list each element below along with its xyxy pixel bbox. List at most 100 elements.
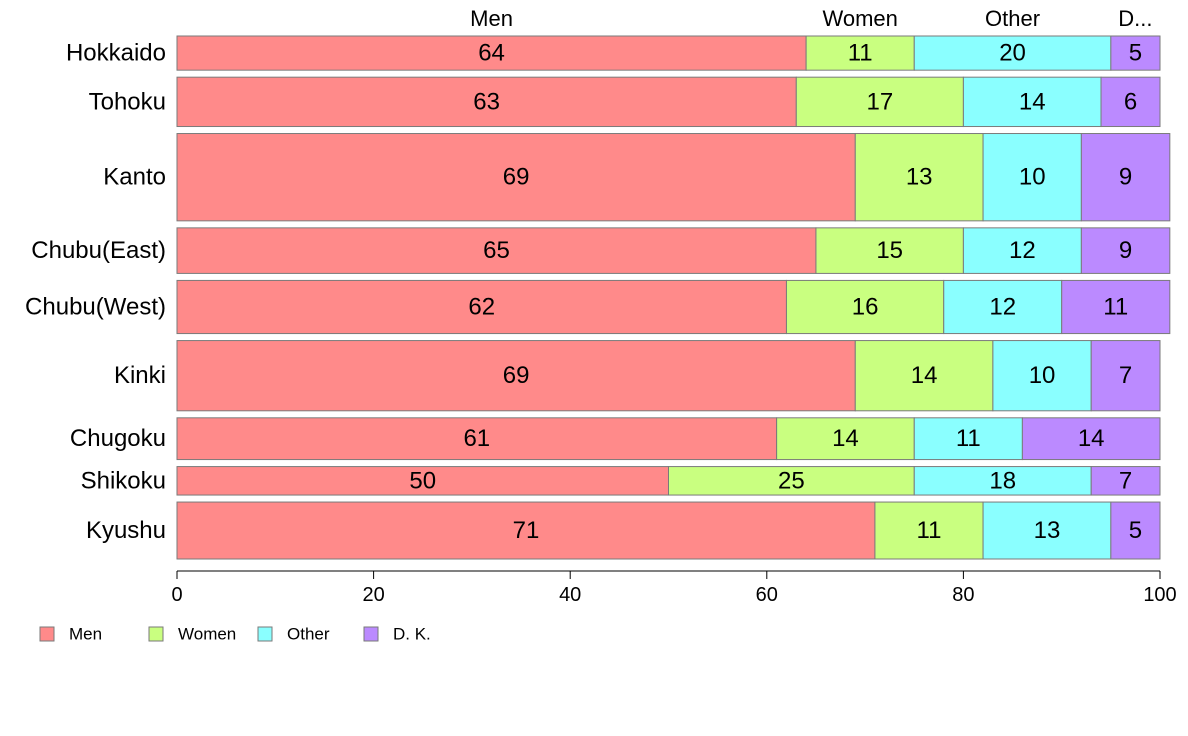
legend-label: Women [178,625,236,644]
row-kyushu: Kyushu 71 11 13 5 [86,501,1161,560]
x-tick-label: 0 [171,584,182,606]
data-label: 20 [999,40,1026,67]
data-label: 65 [483,237,510,264]
row-chugoku: Chugoku 61 14 11 14 [70,417,1161,461]
data-label: 9 [1119,164,1132,191]
legend-swatch [257,626,273,642]
bar-segment-other [962,76,1102,128]
bar-segment-other [913,35,1112,71]
data-label: 9 [1119,237,1132,264]
legend-item-other: Other [257,625,330,644]
data-label: 12 [989,293,1016,320]
data-label: 5 [1129,40,1142,67]
bar-segment-other [982,501,1112,560]
legend-item-men: Men [39,625,102,644]
bar-segment-other [943,279,1063,335]
bar-segment-women [795,76,964,128]
data-label: 13 [906,164,933,191]
data-label: 7 [1119,467,1132,494]
category-label: Hokkaido [66,40,166,67]
x-tick-label: 100 [1143,584,1176,606]
x-tick-label: 20 [362,584,384,606]
bar-segment-women [854,340,994,412]
row-chubu-west: Chubu(West) 62 16 12 11 [25,279,1171,335]
data-label: 5 [1129,517,1142,544]
row-hokkaido: Hokkaido 64 11 20 5 [66,35,1161,71]
legend-swatch [39,626,55,642]
legend-label: D. K. [393,625,431,644]
legend-swatch [148,626,164,642]
top-label-women: Women [822,6,897,31]
legend: Men Women Other D. K. [39,625,431,644]
data-label: 14 [911,362,938,389]
data-label: 11 [956,425,981,452]
row-kanto: Kanto 69 13 10 9 [103,133,1171,222]
data-label: 10 [1019,164,1046,191]
bar-segment-d-k [1090,466,1161,496]
category-label: Tohoku [89,88,166,115]
row-chubu-east: Chubu(East) 65 15 12 9 [31,227,1171,274]
bar-segment-men [176,76,797,128]
data-label: 71 [513,517,540,544]
bar-segment-men [176,417,778,461]
bar-segment-d-k [1080,133,1171,222]
data-label: 63 [473,88,500,115]
data-label: 17 [866,88,893,115]
data-label: 69 [503,164,530,191]
top-label-men: Men [470,6,513,31]
data-label: 18 [989,467,1016,494]
x-tick-label: 40 [559,584,581,606]
data-label: 11 [848,40,873,67]
bar-segment-other [992,340,1092,412]
bar-segment-women [805,35,915,71]
data-label: 6 [1124,88,1137,115]
data-label: 50 [409,467,436,494]
bar-segment-women [854,133,984,222]
row-shikoku: Shikoku 50 25 18 7 [81,466,1161,496]
data-label: 14 [832,425,859,452]
row-kinki: Kinki 69 14 10 7 [114,340,1161,412]
bar-segment-d-k [1061,279,1171,335]
bar-segment-men [176,279,787,335]
x-tick-label: 60 [756,584,778,606]
bar-segment-d-k [1100,76,1161,128]
category-label: Chubu(East) [31,237,166,264]
bar-segment-d-k [1110,501,1161,560]
category-label: Chubu(West) [25,293,166,320]
chart-rows: Hokkaido 64 11 20 5 Tohoku 63 17 14 6 Kanto 69 13 10 9… [25,35,1171,560]
legend-item-d-k: D. K. [363,625,431,644]
category-label: Shikoku [81,467,166,494]
data-label: 14 [1019,88,1046,115]
legend-label: Men [69,625,102,644]
bar-segment-men [176,227,817,274]
category-label: Kinki [114,362,166,389]
bar-segment-d-k [1021,417,1161,461]
data-label: 7 [1119,362,1132,389]
data-label: 11 [1103,293,1128,320]
bar-segment-women [785,279,945,335]
top-label-other: Other [985,6,1040,31]
legend-swatch [363,626,379,642]
data-label: 15 [876,237,903,264]
data-label: 61 [463,425,490,452]
legend-label: Other [287,625,330,644]
bar-segment-men [176,340,856,412]
bar-segment-d-k [1110,35,1161,71]
x-axis: 0 20 40 60 80 100 [171,570,1177,606]
data-label: 12 [1009,237,1036,264]
bar-segment-men [176,35,807,71]
category-label: Kanto [103,164,166,191]
category-label: Chugoku [70,425,166,452]
data-label: 69 [503,362,530,389]
data-label: 64 [478,40,505,67]
data-label: 14 [1078,425,1105,452]
series-top-labels: Men Women Other D... [470,6,1152,31]
data-label: 62 [468,293,495,320]
data-label: 16 [852,293,879,320]
bar-segment-men [176,133,856,222]
bar-segment-other [913,466,1092,496]
row-tohoku: Tohoku 63 17 14 6 [89,76,1161,128]
data-label: 10 [1029,362,1056,389]
bar-segment-d-k [1080,227,1171,274]
